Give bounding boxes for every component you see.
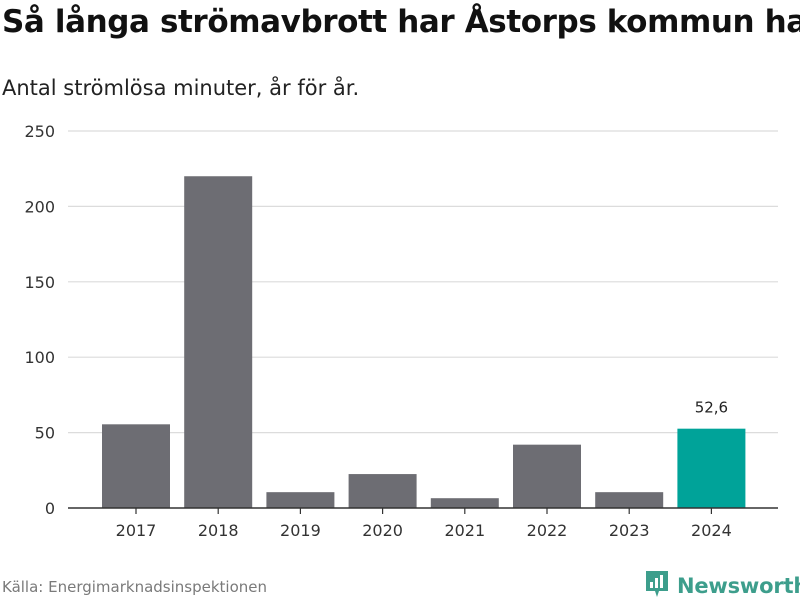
source-note: Källa: Energimarknadsinspektionen (2, 578, 268, 596)
y-tick-label: 150 (24, 273, 55, 292)
bar-2024[interactable] (677, 428, 746, 508)
chart-subtitle: Antal strömlösa minuter, år för år. (2, 76, 360, 100)
x-tick-label: 2018 (198, 521, 239, 540)
x-tick-label: 2024 (691, 521, 732, 540)
brand-name: Newsworthy (677, 574, 800, 598)
y-tick-label: 250 (24, 122, 55, 141)
x-tick-label: 2020 (362, 521, 403, 540)
newsworthy-logo-icon (644, 569, 670, 603)
y-tick-label: 200 (24, 197, 55, 216)
bar-2021[interactable] (430, 498, 499, 508)
x-tick-label: 2023 (609, 521, 650, 540)
brand-logo[interactable]: Newsworthy (644, 569, 800, 603)
y-tick-label: 0 (45, 499, 55, 518)
bar-2023[interactable] (595, 492, 664, 508)
y-tick-label: 100 (24, 348, 55, 367)
bar-2018[interactable] (184, 176, 253, 509)
x-tick-label: 2022 (527, 521, 568, 540)
chart-title: Så långa strömavbrott har Åstorps kommun… (2, 4, 800, 40)
y-tick-label: 50 (35, 424, 55, 443)
bar-2019[interactable] (266, 492, 335, 508)
bar-2022[interactable] (513, 444, 581, 508)
data-label: 52,6 (695, 399, 728, 417)
x-tick-label: 2021 (444, 521, 485, 540)
x-tick-label: 2019 (280, 521, 321, 540)
bar-2017[interactable] (102, 424, 170, 508)
bar-2020[interactable] (348, 474, 417, 508)
x-tick-label: 2017 (116, 521, 157, 540)
bar-chart: 0 50 100 150 200 250 2017 2018 2019 2020 2021 2022 2… (24, 122, 778, 540)
